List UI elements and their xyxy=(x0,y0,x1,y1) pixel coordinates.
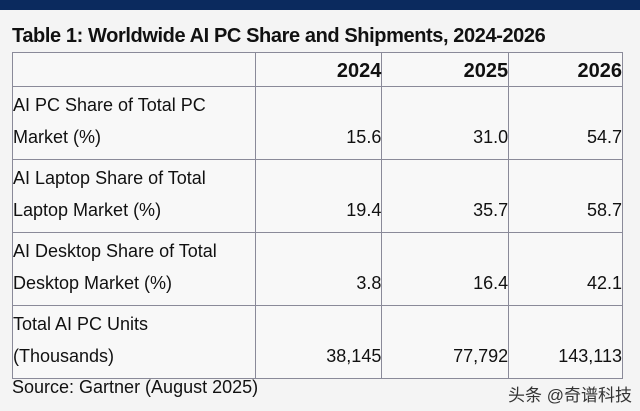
cell: 19.4 xyxy=(254,159,383,233)
table-row: AI Laptop Share of Total Laptop Market (%… xyxy=(12,159,623,233)
label-line: Total AI PC Units xyxy=(13,314,149,334)
table-row: AI PC Share of Total PC Market (%) 15.6 3… xyxy=(12,86,623,160)
label-line: AI Laptop Share of Total xyxy=(13,168,206,188)
watermark: 头条 @奇谱科技 xyxy=(508,386,632,405)
header-row: 2024 2025 2026 xyxy=(12,52,623,87)
cell: 38,145 xyxy=(254,305,383,379)
header-2024: 2024 xyxy=(254,52,383,87)
label-line: Market (%) xyxy=(13,127,102,147)
label-line: AI PC Share of Total PC xyxy=(13,95,206,115)
data-table: 2024 2025 2026 AI PC Share of Total PC Ma… xyxy=(12,52,623,379)
cell: 16.4 xyxy=(381,232,510,306)
label-line: Laptop Market (%) xyxy=(13,200,162,220)
row-label: AI Desktop Share of Total Desktop Market … xyxy=(12,232,256,306)
table-row: AI Desktop Share of Total Desktop Market … xyxy=(12,232,623,306)
cell: 3.8 xyxy=(254,232,383,306)
cell: 42.1 xyxy=(508,232,623,306)
label-line: Desktop Market (%) xyxy=(13,273,173,293)
label-line: AI Desktop Share of Total xyxy=(13,241,217,261)
header-2025: 2025 xyxy=(381,52,510,87)
row-label: AI PC Share of Total PC Market (%) xyxy=(12,86,256,160)
table-title: Table 1: Worldwide AI PC Share and Shipm… xyxy=(12,25,546,47)
cell: 31.0 xyxy=(381,86,510,160)
cell: 35.7 xyxy=(381,159,510,233)
cell: 77,792 xyxy=(381,305,510,379)
cell: 58.7 xyxy=(508,159,623,233)
source-note: Source: Gartner (August 2025) xyxy=(12,377,259,397)
header-empty xyxy=(12,52,256,87)
cell: 143,113 xyxy=(508,305,623,379)
label-line: (Thousands) xyxy=(13,346,115,366)
top-banner xyxy=(0,0,640,10)
table-row: Total AI PC Units (Thousands) 38,145 77,7… xyxy=(12,305,623,379)
header-2026: 2026 xyxy=(508,52,623,87)
cell: 54.7 xyxy=(508,86,623,160)
cell: 15.6 xyxy=(254,86,383,160)
row-label: AI Laptop Share of Total Laptop Market (%… xyxy=(12,159,256,233)
row-label: Total AI PC Units (Thousands) xyxy=(12,305,256,379)
